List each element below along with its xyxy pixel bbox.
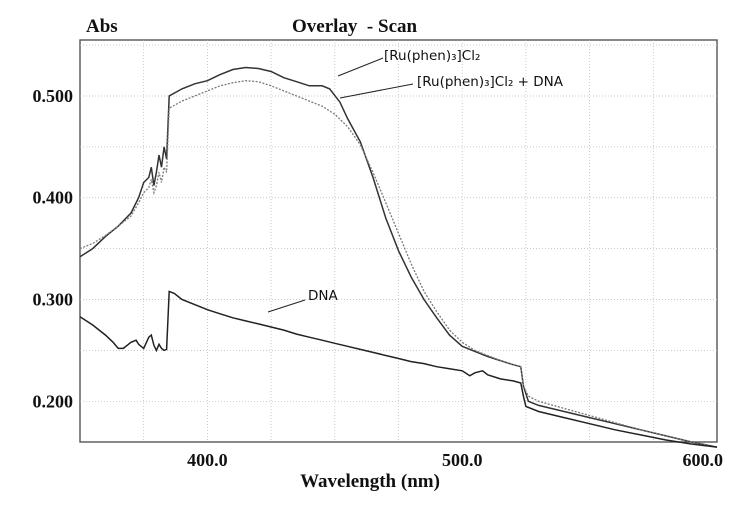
x-tick-label: 400.0 <box>187 450 228 470</box>
x-tick-label: 600.0 <box>683 450 724 470</box>
annotation-ru-phen-dna: [Ru(phen)₃]Cl₂ + DNA <box>417 74 564 90</box>
annotation-leader-ru-phen-dna <box>339 83 414 99</box>
chart-title: Overlay - Scan <box>292 16 418 37</box>
annotation-leader-dna <box>267 299 306 313</box>
x-axis-label: Wavelength (nm) <box>300 471 440 492</box>
annotations: [Ru(phen)₃]Cl₂ [Ru(phen)₃]Cl₂ + DNA DNA <box>267 48 564 313</box>
grid-lines <box>80 40 717 442</box>
annotation-leader-ru-phen <box>337 57 384 77</box>
y-tick-label: 0.200 <box>33 391 74 411</box>
series-group <box>79 66 718 448</box>
annotation-dna: DNA <box>308 288 338 304</box>
y-tick-label: 0.400 <box>33 188 74 208</box>
y-tick-labels: 0.200 0.300 0.400 0.500 <box>33 86 74 411</box>
x-tick-labels: 400.0 500.0 600.0 <box>187 450 723 470</box>
series-ru-phen-line <box>79 66 718 448</box>
y-tick-label: 0.500 <box>33 86 74 106</box>
series-dna-line <box>79 290 718 448</box>
y-tick-label: 0.300 <box>33 290 74 310</box>
series-ru-phen-dna-line <box>79 80 718 448</box>
annotation-ru-phen: [Ru(phen)₃]Cl₂ <box>384 48 480 64</box>
x-tick-label: 500.0 <box>442 450 483 470</box>
y-axis-label: Abs <box>86 16 118 37</box>
